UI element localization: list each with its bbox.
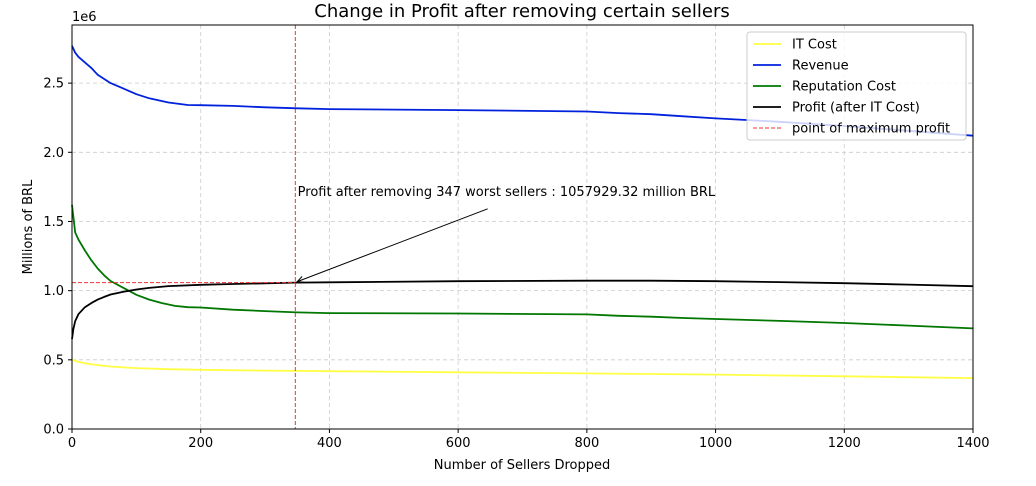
series-line-reputation-cost (71, 204, 974, 330)
x-axis-label: Number of Sellers Dropped (434, 458, 611, 473)
series-line-it-cost (71, 358, 974, 379)
y-axis-label: Millions of BRL (21, 179, 36, 274)
legend-label-it-cost: IT Cost (792, 38, 837, 53)
legend-label-reputation-cost: Reputation Cost (792, 80, 896, 95)
series-line-profit-after-it-cost (71, 279, 974, 340)
y-tick-label: 1.5 (43, 215, 64, 230)
max-profit-annotation: Profit after removing 347 worst sellers … (296, 185, 716, 283)
x-tick-label: 0 (68, 436, 76, 451)
x-tick-label: 200 (188, 436, 213, 451)
y-tick-label: 0.5 (43, 353, 64, 368)
x-tick-label: 1000 (699, 436, 732, 451)
reference-lines (72, 25, 296, 429)
legend: IT Cost Revenue Reputation Cost Profit (aft… (746, 31, 967, 141)
y-tick-label: 2.0 (43, 146, 64, 161)
annotation-text: Profit after removing 347 worst sellers … (298, 185, 716, 200)
annotation-arrow (297, 208, 488, 283)
plot-frame (71, 24, 974, 430)
legend-label-revenue: Revenue (792, 59, 849, 74)
y-axis-ticks: 0.0 0.5 1.0 1.5 2.0 2.5 (43, 77, 72, 438)
chart-title: Change in Profit after removing certain … (314, 1, 729, 22)
x-tick-label: 600 (446, 436, 471, 451)
y-tick-label: 2.5 (43, 77, 64, 92)
legend-label-point-of-maximum-profit: point of maximum profit (792, 122, 950, 137)
x-tick-label: 1200 (828, 436, 861, 451)
y-tick-label: 1.0 (43, 284, 64, 299)
legend-label-profit-after-it-cost: Profit (after IT Cost) (792, 101, 920, 116)
series-lines (71, 45, 974, 379)
x-tick-label: 1400 (956, 436, 989, 451)
y-offset-label: 1e6 (72, 10, 97, 25)
grid-lines (72, 25, 973, 429)
x-tick-label: 400 (317, 436, 342, 451)
annotation-arrowhead (296, 276, 305, 283)
legend-box (746, 31, 967, 141)
x-axis-ticks: 0 200 400 600 800 1000 1200 1400 (68, 429, 990, 451)
y-tick-label: 0.0 (43, 423, 64, 438)
x-tick-label: 800 (574, 436, 599, 451)
series-line-revenue (71, 45, 974, 137)
